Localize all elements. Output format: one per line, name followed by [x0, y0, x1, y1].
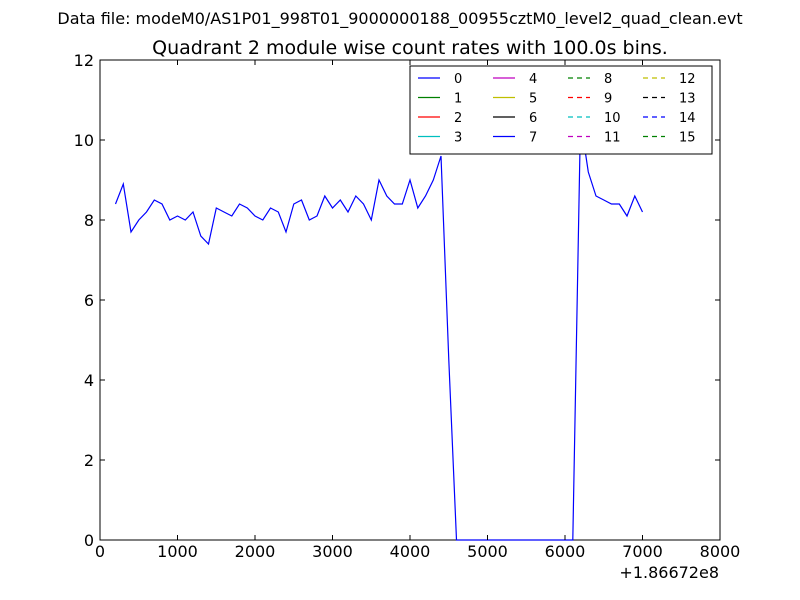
- legend-label-2: 2: [454, 111, 462, 126]
- legend-label-5: 5: [529, 92, 537, 107]
- legend-label-3: 3: [454, 131, 462, 146]
- legend-label-11: 11: [604, 131, 621, 146]
- x-tick-label: 6000: [545, 542, 586, 561]
- legend-label-4: 4: [529, 72, 537, 87]
- x-tick-label: 7000: [622, 542, 663, 561]
- y-tick-label: 8: [84, 211, 94, 230]
- y-tick-label: 0: [84, 531, 94, 550]
- legend-label-1: 1: [454, 92, 462, 107]
- y-tick-label: 10: [74, 131, 94, 150]
- x-tick-label: 0: [95, 542, 105, 561]
- legend-label-9: 9: [604, 92, 612, 107]
- chart-title: Quadrant 2 module wise count rates with …: [152, 37, 668, 59]
- legend-label-14: 14: [679, 111, 696, 126]
- legend-label-6: 6: [529, 111, 537, 126]
- legend-label-7: 7: [529, 131, 537, 146]
- x-tick-label: 3000: [312, 542, 353, 561]
- x-tick-label: 5000: [467, 542, 508, 561]
- series-line-0: [114, 119, 644, 541]
- axis-layer: 0 1000 2000 3000 4000 5000 6000 7000 80000246810…: [74, 51, 741, 561]
- x-tick-label: 1000: [157, 542, 198, 561]
- suptitle: Data file: modeM0/AS1P01_998T01_90000001…: [57, 9, 742, 29]
- x-offset-label: +1.86672e8: [619, 563, 719, 582]
- y-tick-label: 2: [84, 451, 94, 470]
- legend-label-10: 10: [604, 111, 621, 126]
- legend-label-15: 15: [679, 131, 696, 146]
- y-tick-label: 12: [74, 51, 94, 70]
- legend-label-13: 13: [679, 92, 696, 107]
- series-layer: [114, 119, 644, 541]
- x-tick-label: 8000: [700, 542, 741, 561]
- x-tick-label: 2000: [235, 542, 276, 561]
- legend-label-8: 8: [604, 72, 612, 87]
- x-tick-label: 4000: [390, 542, 431, 561]
- legend-label-12: 12: [679, 72, 696, 87]
- legend-box: [409, 65, 713, 155]
- y-tick-label: 6: [84, 291, 94, 310]
- legend-label-0: 0: [454, 72, 462, 87]
- y-tick-label: 4: [84, 371, 94, 390]
